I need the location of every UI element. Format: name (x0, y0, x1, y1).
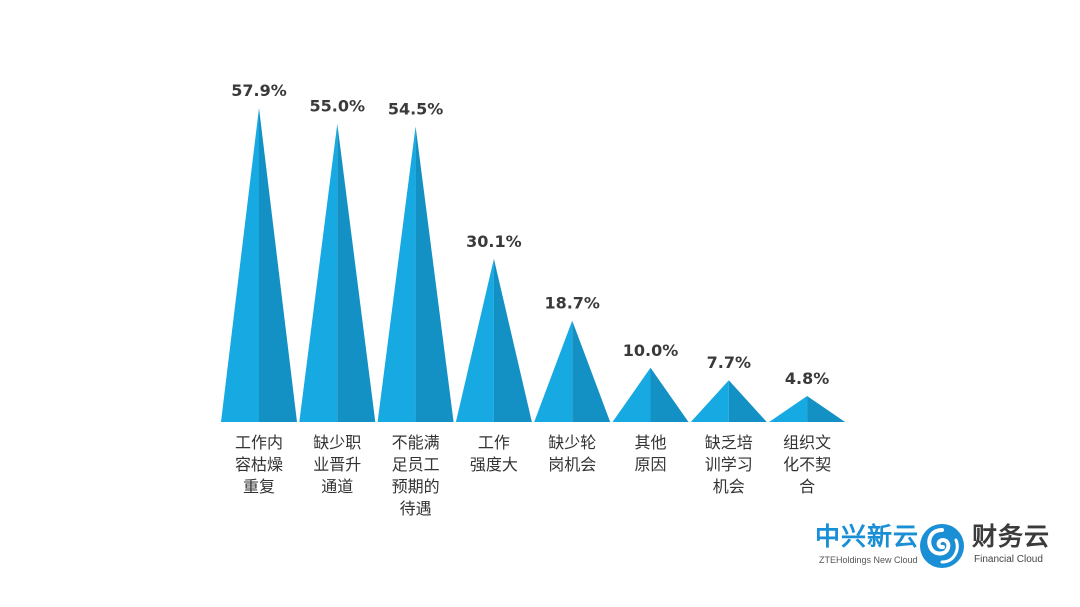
financial-cloud-brand: 财务云 Financial Cloud (972, 520, 1072, 580)
triangle-bar (455, 258, 494, 422)
triangle-bar (377, 126, 416, 422)
triangle-bar-shade (337, 123, 376, 423)
category-label: 组织文化不契合 (783, 433, 831, 496)
triangle-bar (299, 123, 338, 423)
zte-brand-english: ZTEHoldings New Cloud (819, 555, 918, 565)
data-label: 57.9% (231, 81, 287, 100)
swirl-logo-icon (920, 524, 964, 568)
data-label: 10.0% (623, 341, 679, 360)
data-label: 30.1% (466, 232, 522, 251)
financial-cloud-english: Financial Cloud (974, 554, 1043, 565)
triangle-bar-shade (807, 395, 846, 422)
data-label: 18.7% (544, 294, 600, 313)
category-label: 工作强度大 (470, 433, 518, 474)
triangle-bar (221, 108, 259, 422)
category-label: 缺少轮岗机会 (548, 433, 596, 474)
triangle-bar-shade (415, 126, 454, 422)
triangle-bar-shade (650, 367, 689, 422)
triangle-bar (769, 395, 808, 422)
data-label: 55.0% (310, 97, 366, 116)
data-label: 4.8% (785, 369, 829, 388)
triangle-bar (534, 320, 573, 422)
zte-brand: 中兴新云 ZTEHoldings New Cloud (815, 520, 920, 580)
data-label: 54.5% (388, 99, 444, 118)
category-label: 工作内容枯燥重复 (235, 433, 283, 496)
triangle-bar (612, 367, 651, 422)
triangle-bar-shade (728, 380, 767, 422)
category-label: 缺乏培训学习机会 (705, 433, 753, 496)
triangle-bar (690, 380, 729, 422)
zte-brand-name: 中兴新云 (815, 522, 920, 551)
triangle-bar-shade (259, 108, 297, 422)
financial-cloud-name: 财务云 (972, 522, 1051, 551)
triangle-bar-shade (572, 320, 611, 422)
triangle-bar-shade (493, 258, 532, 422)
category-label: 不能满足员工预期的待遇 (392, 433, 440, 518)
data-label: 7.7% (707, 353, 751, 372)
category-label: 缺少职业晋升通道 (313, 433, 361, 496)
category-label: 其他原因 (634, 433, 666, 474)
